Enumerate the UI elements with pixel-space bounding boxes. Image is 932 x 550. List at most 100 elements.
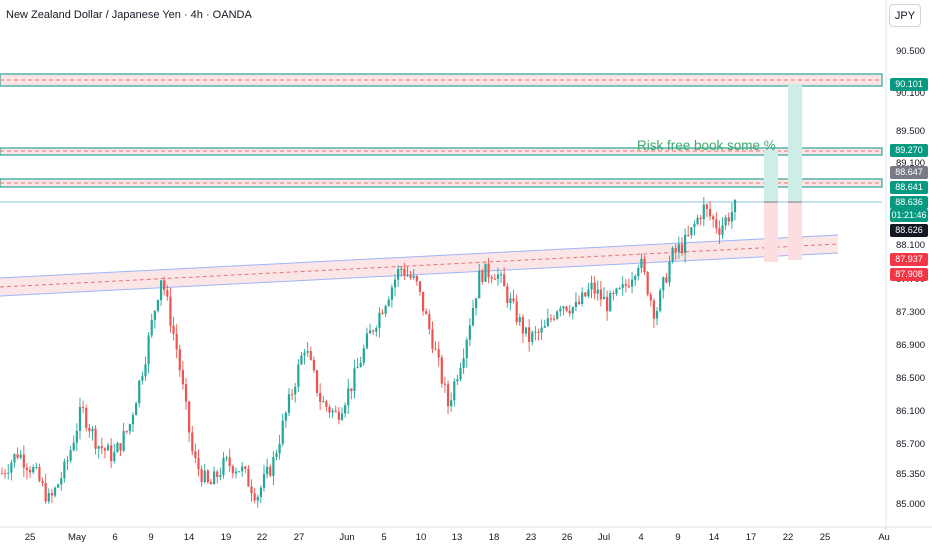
candle-body xyxy=(159,280,163,301)
candle-body xyxy=(294,386,297,395)
candle-body xyxy=(599,289,602,300)
candle-body xyxy=(340,413,344,420)
candle-body xyxy=(178,349,181,371)
candle-body xyxy=(590,282,593,290)
candle-body xyxy=(668,261,671,283)
candle-body xyxy=(715,219,718,229)
candle-body xyxy=(584,292,587,297)
candle-body xyxy=(540,327,543,333)
candle-body xyxy=(231,466,234,474)
candle-body xyxy=(13,454,16,463)
candle-body xyxy=(47,493,50,502)
candle-body xyxy=(378,312,381,329)
candle-body xyxy=(247,468,250,487)
candle-body xyxy=(431,329,434,349)
candle-body xyxy=(462,358,465,368)
time-label: 22 xyxy=(256,532,268,543)
candle-body xyxy=(515,301,518,323)
symbol-title[interactable]: New Zealand Dollar / Japanese Yen · 4h ·… xyxy=(6,9,252,21)
candle-body xyxy=(534,331,537,333)
candle-body xyxy=(272,456,275,476)
candle-body xyxy=(97,446,100,449)
candle-body xyxy=(537,331,540,333)
candle-body xyxy=(393,279,397,288)
candle-body xyxy=(169,296,172,326)
candle-body xyxy=(421,291,425,312)
candle-body xyxy=(440,357,443,384)
candle-body xyxy=(637,267,640,277)
candle-body xyxy=(375,328,378,332)
badge-stop-b: 87.908 xyxy=(890,268,928,281)
candle-body xyxy=(347,388,350,406)
candle-body xyxy=(446,384,450,407)
candle-body xyxy=(131,415,135,425)
candle-body xyxy=(568,310,571,314)
candle-body xyxy=(28,469,32,473)
currency-button[interactable]: JPY xyxy=(889,4,921,27)
candle-body xyxy=(16,454,19,458)
candle-body xyxy=(671,247,674,262)
candle-body xyxy=(100,446,103,449)
candle-body xyxy=(456,379,459,382)
candle-body xyxy=(368,330,372,334)
candle-body xyxy=(297,364,300,387)
annotation-note[interactable]: Risk free book some % xyxy=(637,138,776,153)
ascending-channel[interactable] xyxy=(0,234,839,297)
position-tools[interactable] xyxy=(764,84,802,262)
candle-body xyxy=(490,277,493,279)
candle-body xyxy=(269,466,272,476)
time-label: 14 xyxy=(708,532,720,543)
price-label: 90.100 xyxy=(896,88,926,99)
candle-body xyxy=(571,307,574,314)
candle-body xyxy=(465,339,468,359)
time-label: 4 xyxy=(638,532,644,543)
candle-body xyxy=(144,364,147,377)
candle-body xyxy=(528,327,531,342)
candle-body xyxy=(372,330,375,332)
candle-body xyxy=(543,325,546,328)
candle-body xyxy=(509,298,512,303)
candle-body xyxy=(135,403,138,416)
candle-body xyxy=(531,332,534,342)
candle-body xyxy=(562,306,565,309)
candle-body xyxy=(683,234,687,254)
candle-body xyxy=(328,406,331,413)
candle-body xyxy=(412,275,415,278)
time-label: 6 xyxy=(112,532,118,543)
candle-body xyxy=(615,288,618,294)
candle-body xyxy=(453,381,456,401)
time-label: 22 xyxy=(782,532,794,543)
candle-body xyxy=(415,275,418,282)
candle-body xyxy=(119,443,122,451)
badge-countdown: 01:21:46 xyxy=(890,209,928,222)
time-label: 10 xyxy=(415,532,427,543)
candle-body xyxy=(390,287,393,300)
candle-body xyxy=(587,289,590,297)
candle-body xyxy=(38,466,41,481)
candle-body xyxy=(434,348,437,350)
position-2-stop xyxy=(788,202,802,260)
time-label: Jun xyxy=(339,532,355,543)
candle-body xyxy=(712,216,715,220)
price-label: 85.350 xyxy=(896,469,926,480)
candle-body xyxy=(91,428,94,432)
candle-body xyxy=(677,244,680,253)
candle-body xyxy=(147,335,150,365)
candle-body xyxy=(705,204,709,209)
candle-body xyxy=(60,478,63,485)
candle-body xyxy=(627,285,631,287)
candle-body xyxy=(649,294,652,301)
price-label: 86.900 xyxy=(896,340,926,351)
candle-body xyxy=(659,290,662,312)
time-label: 17 xyxy=(745,532,757,543)
candle-body xyxy=(72,442,75,451)
candle-body xyxy=(443,383,447,385)
candle-body xyxy=(359,362,362,367)
candle-body xyxy=(362,348,365,363)
candle-body xyxy=(365,333,369,349)
price-label: 89.500 xyxy=(896,126,926,137)
candle-body xyxy=(602,296,606,300)
candle-body xyxy=(234,471,238,474)
time-label: May xyxy=(68,532,86,543)
